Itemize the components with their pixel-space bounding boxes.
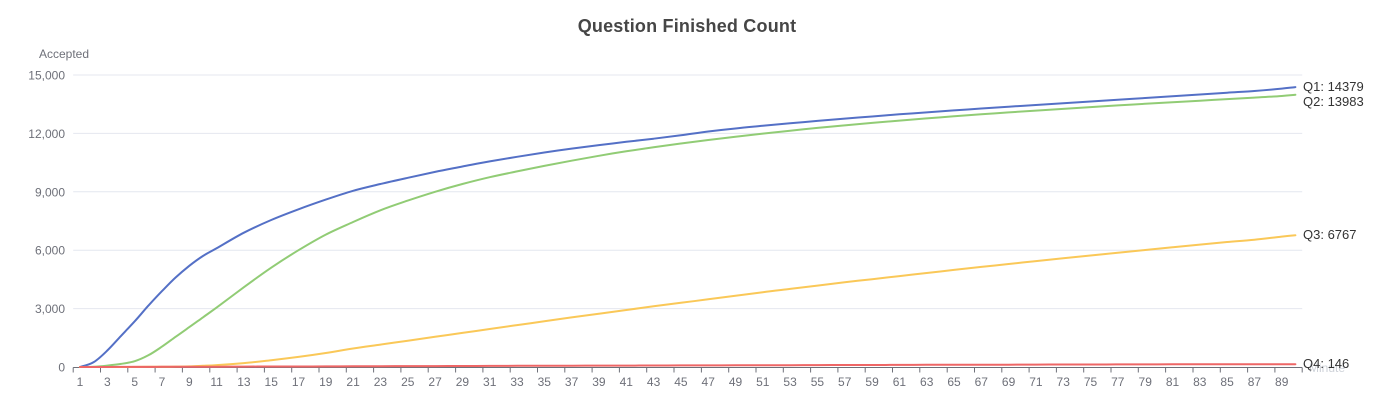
y-tick-label: 3,000 [35, 302, 65, 316]
x-tick-label: 9 [186, 375, 193, 389]
x-tick-label: 37 [565, 375, 579, 389]
y-tick-label: 0 [58, 361, 65, 375]
x-tick-label: 77 [1111, 375, 1125, 389]
x-axis-name: Minute [1309, 361, 1346, 375]
x-tick-label: 35 [538, 375, 552, 389]
x-tick-label: 17 [292, 375, 306, 389]
x-tick-label: 63 [920, 375, 934, 389]
chart-title: Question Finished Count [577, 16, 797, 36]
x-tick-label: 23 [374, 375, 388, 389]
x-tick-label: 11 [210, 375, 223, 389]
x-tick-label: 67 [975, 375, 989, 389]
x-tick-label: 73 [1057, 375, 1071, 389]
series-end-label-q3: Q3: 6767 [1303, 227, 1357, 242]
x-tick-label: 43 [647, 375, 661, 389]
x-tick-label: 25 [401, 375, 415, 389]
series-end-label-q4: Q4: 146 [1303, 356, 1350, 371]
x-tick-label: 31 [483, 375, 497, 389]
x-tick-label: 33 [510, 375, 524, 389]
x-tick-label: 19 [319, 375, 333, 389]
series-end-label-q2: Q2: 13983 [1303, 94, 1364, 109]
x-tick-label: 7 [159, 375, 166, 389]
y-tick-label: 12,000 [28, 127, 65, 141]
x-tick-label: 49 [729, 375, 743, 389]
x-tick-label: 61 [893, 375, 907, 389]
y-tick-label: 15,000 [28, 69, 65, 83]
x-tick-label: 75 [1084, 375, 1098, 389]
x-tick-label: 27 [428, 375, 442, 389]
x-tick-label: 47 [702, 375, 716, 389]
y-tick-label: 9,000 [35, 185, 65, 199]
x-tick-label: 57 [838, 375, 852, 389]
x-tick-label: 39 [592, 375, 606, 389]
series-line-q1[interactable] [79, 86, 1297, 368]
series-line-q3[interactable] [79, 234, 1297, 368]
x-tick-label: 59 [865, 375, 879, 389]
series-line-q4[interactable] [79, 363, 1297, 368]
x-tick-label: 65 [947, 375, 961, 389]
series-end-label-q1: Q1: 14379 [1303, 79, 1364, 94]
x-tick-label: 5 [131, 375, 138, 389]
x-tick-label: 87 [1248, 375, 1262, 389]
y-axis-name: Accepted [39, 47, 90, 61]
x-tick-label: 21 [346, 375, 360, 389]
x-tick-label: 45 [674, 375, 688, 389]
x-tick-label: 51 [756, 375, 770, 389]
x-tick-label: 69 [1002, 375, 1016, 389]
x-tick-label: 85 [1220, 375, 1234, 389]
x-tick-label: 13 [237, 375, 251, 389]
x-tick-label: 71 [1029, 375, 1043, 389]
x-tick-label: 15 [265, 375, 279, 389]
x-tick-label: 3 [104, 375, 111, 389]
x-tick-label: 83 [1193, 375, 1207, 389]
x-tick-label: 81 [1166, 375, 1180, 389]
x-tick-label: 79 [1139, 375, 1153, 389]
x-tick-label: 29 [456, 375, 470, 389]
x-tick-label: 53 [783, 375, 797, 389]
y-tick-label: 6,000 [35, 244, 65, 258]
series-line-q2[interactable] [79, 93, 1297, 368]
x-tick-label: 1 [77, 375, 84, 389]
x-tick-label: 41 [620, 375, 634, 389]
x-tick-label: 55 [811, 375, 825, 389]
x-tick-label: 89 [1275, 375, 1289, 389]
